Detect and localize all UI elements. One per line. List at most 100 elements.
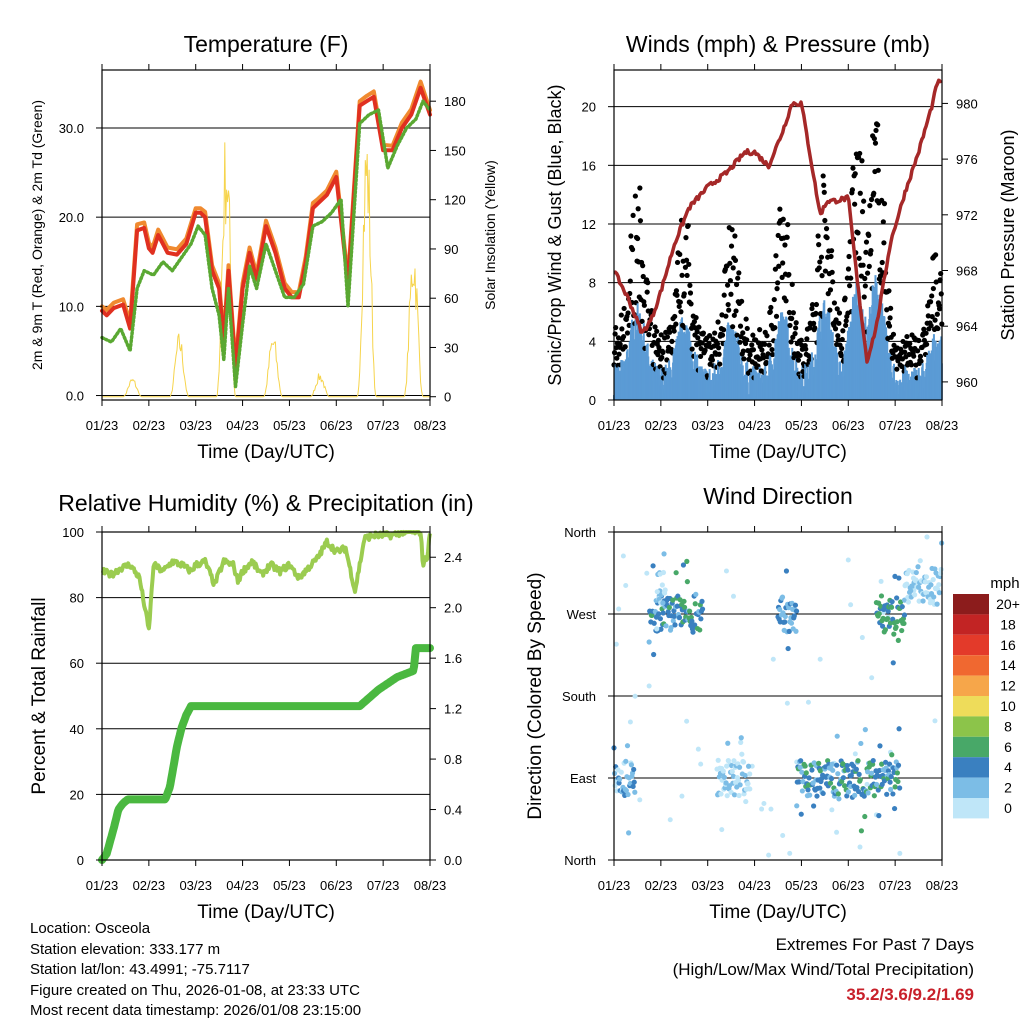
direction-point bbox=[699, 606, 706, 612]
gust-point bbox=[723, 313, 729, 319]
direction-point bbox=[695, 746, 701, 752]
humidity-y2tick-label: 1.2 bbox=[444, 702, 462, 717]
gust-point bbox=[861, 294, 867, 300]
direction-point bbox=[889, 752, 895, 758]
location-text: Location: Osceola bbox=[30, 920, 151, 937]
winds-y2tick-label: 968 bbox=[956, 264, 978, 279]
gust-point bbox=[825, 291, 831, 297]
gust-point bbox=[831, 300, 838, 306]
legend-label: 6 bbox=[1004, 739, 1012, 755]
direction-point bbox=[680, 562, 687, 568]
gust-point bbox=[684, 272, 690, 279]
direction-point bbox=[873, 781, 880, 788]
rainfall-line bbox=[98, 644, 434, 864]
direction-point bbox=[738, 739, 744, 745]
direction-point bbox=[737, 782, 743, 788]
gust-point bbox=[731, 312, 737, 318]
gust-point bbox=[786, 309, 793, 316]
gust-point bbox=[737, 323, 744, 329]
direction-point bbox=[893, 624, 899, 630]
legend-label: 20+ bbox=[996, 596, 1020, 612]
temperature-xtick-label: 08/23 bbox=[414, 418, 447, 433]
direction-point bbox=[741, 791, 747, 797]
direction-point bbox=[888, 604, 895, 610]
gust-point bbox=[644, 289, 650, 295]
direction-ytick-label: West bbox=[567, 607, 597, 622]
legend-swatch bbox=[953, 675, 989, 696]
humidity-y2tick-label: 2.4 bbox=[444, 550, 462, 565]
direction-point bbox=[878, 593, 885, 599]
direction-point bbox=[805, 699, 811, 705]
direction-point bbox=[693, 591, 699, 597]
humidity-xtick-label: 07/23 bbox=[367, 878, 400, 893]
humidity-xtick-label: 03/23 bbox=[179, 878, 212, 893]
direction-point bbox=[623, 583, 629, 589]
gust-point bbox=[687, 290, 694, 296]
gust-point bbox=[820, 173, 826, 179]
temperature-y2tick-label: 60 bbox=[444, 291, 458, 306]
direction-point bbox=[637, 797, 643, 803]
gust-point bbox=[774, 286, 780, 292]
gust-point bbox=[934, 311, 940, 317]
direction-point bbox=[882, 759, 889, 765]
direction-point bbox=[729, 769, 735, 775]
direction-point bbox=[792, 602, 799, 608]
direction-point bbox=[794, 803, 800, 809]
direction-point bbox=[879, 761, 885, 767]
legend-label: 12 bbox=[1000, 678, 1016, 694]
direction-point bbox=[677, 597, 683, 603]
gust-point bbox=[676, 303, 682, 310]
direction-point bbox=[896, 726, 902, 732]
gust-point bbox=[624, 330, 631, 336]
dewpoint-line bbox=[100, 99, 432, 389]
direction-point bbox=[878, 578, 884, 584]
temperature-y2tick-label: 180 bbox=[444, 94, 466, 109]
gust-point bbox=[812, 325, 818, 331]
gust-point bbox=[833, 317, 839, 323]
gust-point bbox=[632, 193, 638, 199]
gust-point bbox=[866, 263, 872, 269]
direction-xtick-label: 02/23 bbox=[645, 878, 678, 893]
gust-point bbox=[811, 320, 817, 326]
direction-point bbox=[720, 768, 726, 774]
gust-point bbox=[838, 352, 844, 359]
gust-point bbox=[706, 333, 713, 339]
gust-point bbox=[645, 280, 651, 286]
direction-point bbox=[731, 758, 737, 764]
direction-point bbox=[646, 683, 652, 689]
gust-point bbox=[805, 353, 812, 359]
gust-point bbox=[730, 324, 736, 330]
direction-point bbox=[793, 608, 800, 614]
direction-point bbox=[617, 776, 623, 782]
direction-point bbox=[676, 614, 683, 621]
gust-point bbox=[817, 259, 823, 265]
gust-point bbox=[783, 298, 789, 304]
direction-point bbox=[659, 582, 665, 588]
direction-point bbox=[721, 774, 727, 780]
gust-point bbox=[685, 222, 691, 229]
direction-point bbox=[829, 775, 835, 782]
gust-point bbox=[667, 329, 673, 335]
gust-point bbox=[697, 353, 704, 360]
direction-point bbox=[920, 598, 926, 604]
latlon-text: Station lat/lon: 43.4991; -75.7117 bbox=[30, 961, 250, 978]
direction-point bbox=[844, 762, 850, 769]
direction-point bbox=[841, 783, 848, 789]
gust-point bbox=[779, 274, 785, 281]
humidity-y2tick-label: 0.0 bbox=[444, 853, 462, 868]
direction-point bbox=[862, 813, 868, 820]
direction-point bbox=[651, 651, 657, 658]
gust-point bbox=[795, 357, 802, 363]
gust-point bbox=[842, 295, 848, 301]
winds-frame bbox=[613, 69, 943, 401]
direction-point bbox=[725, 740, 731, 746]
direction-point bbox=[807, 792, 813, 798]
gust-point bbox=[628, 233, 634, 239]
gust-point bbox=[657, 364, 663, 370]
direction-point bbox=[742, 772, 748, 779]
direction-point bbox=[613, 641, 619, 647]
gust-point bbox=[804, 336, 810, 342]
winds-ytick-label: 12 bbox=[582, 217, 596, 232]
gust-point bbox=[918, 358, 924, 364]
temperature-ytick-label: 0.0 bbox=[66, 389, 84, 404]
